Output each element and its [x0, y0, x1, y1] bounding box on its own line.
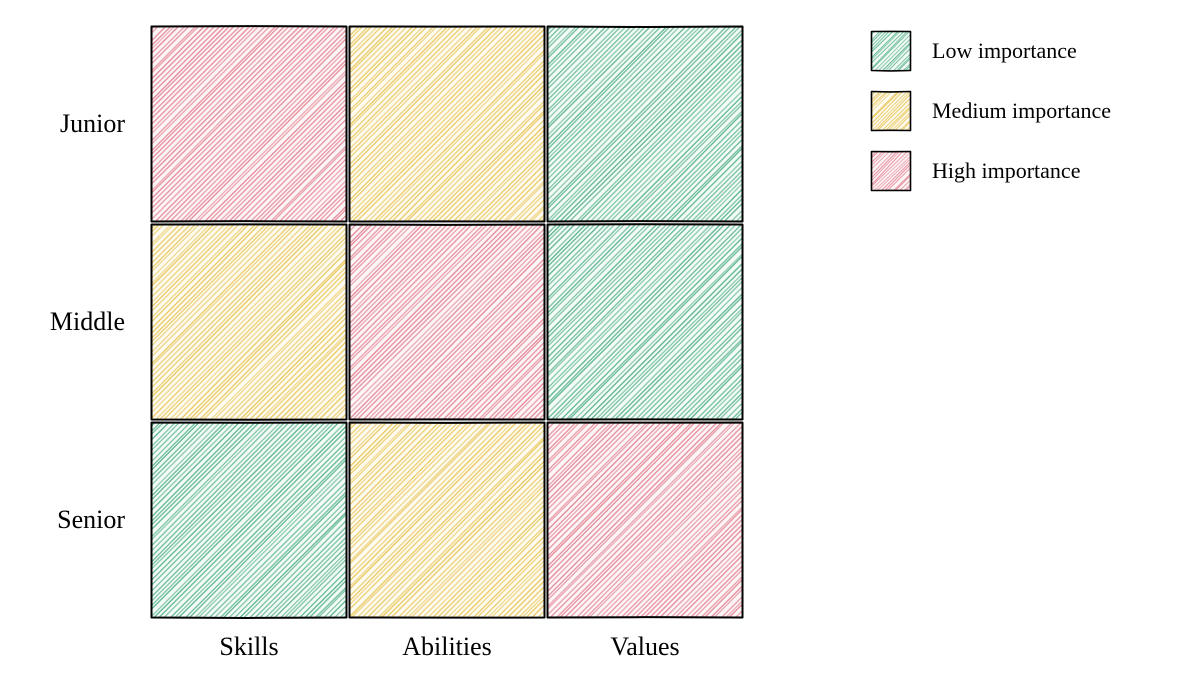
- cell-senior-abilities: [348, 421, 546, 619]
- legend-label-high: High importance: [932, 158, 1080, 184]
- col-labels: Skills Abilities Values: [150, 622, 744, 662]
- cell-middle-abilities: [348, 223, 546, 421]
- cell-junior-skills: [150, 25, 348, 223]
- legend-item-medium: Medium importance: [870, 90, 1111, 132]
- legend-label-medium: Medium importance: [932, 98, 1111, 124]
- row-labels: Junior Middle Senior: [0, 25, 145, 619]
- cell-middle-values: [546, 223, 744, 421]
- cell-middle-skills: [150, 223, 348, 421]
- legend-swatch-medium: [870, 90, 912, 132]
- cell-senior-values: [546, 421, 744, 619]
- legend-item-high: High importance: [870, 150, 1111, 192]
- legend-swatch-high: [870, 150, 912, 192]
- cell-junior-values: [546, 25, 744, 223]
- row-label-middle: Middle: [0, 223, 145, 421]
- chart-container: Junior Middle Senior Skills Abilities Va…: [0, 0, 1193, 700]
- matrix-grid: [150, 25, 744, 619]
- legend-label-low: Low importance: [932, 38, 1077, 64]
- row-label-senior: Senior: [0, 421, 145, 619]
- row-label-junior: Junior: [0, 25, 145, 223]
- legend-item-low: Low importance: [870, 30, 1111, 72]
- legend-swatch-low: [870, 30, 912, 72]
- col-label-abilities: Abilities: [348, 622, 546, 662]
- legend: Low importance Medium importance High im…: [870, 30, 1111, 192]
- col-label-skills: Skills: [150, 622, 348, 662]
- cell-senior-skills: [150, 421, 348, 619]
- cell-junior-abilities: [348, 25, 546, 223]
- col-label-values: Values: [546, 622, 744, 662]
